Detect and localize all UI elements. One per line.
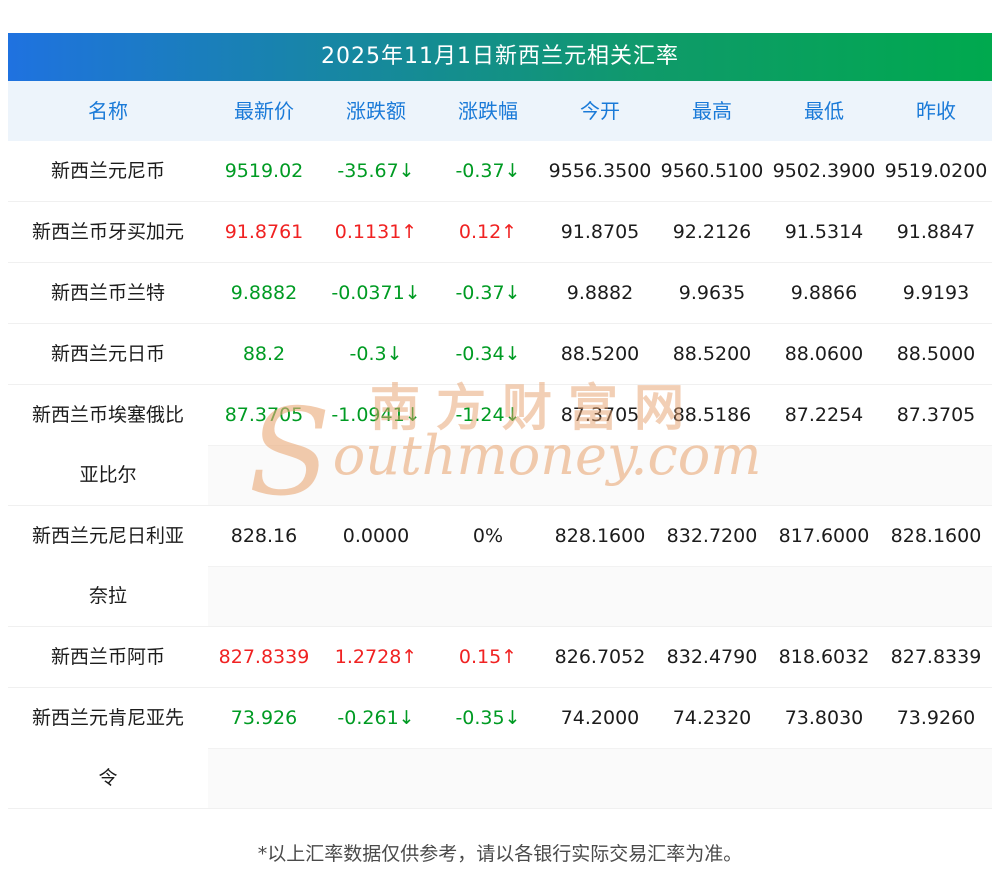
table-row: 新西兰元日币 88.2 -0.3↓ -0.34↓ 88.5200 88.5200…: [8, 324, 992, 385]
table-row: 新西兰元尼币 9519.02 -35.67↓ -0.37↓ 9556.3500 …: [8, 141, 992, 202]
row-data: 91.8761 0.1131↑ 0.12↑ 91.8705 92.2126 91…: [208, 202, 992, 262]
row-name: 新西兰元日币: [8, 324, 208, 384]
page-title: 2025年11月1日新西兰元相关汇率: [8, 33, 992, 81]
row-name: 新西兰币牙买加元: [8, 202, 208, 262]
row-data: 9.8882 -0.0371↓ -0.37↓ 9.8882 9.9635 9.8…: [208, 263, 992, 323]
table-header-row: 名称 最新价 涨跌额 涨跌幅 今开 最高 最低 昨收: [8, 81, 992, 141]
row-name: 新西兰元尼币: [8, 141, 208, 201]
row-name: 新西兰币阿币: [8, 627, 208, 687]
cell-latest-price: 87.3705: [224, 404, 304, 426]
cell-high: 9.9635: [678, 282, 746, 304]
row-filler: [208, 445, 992, 505]
column-header-high: 最高: [692, 99, 732, 123]
cell-prev-close: 73.9260: [896, 707, 976, 729]
row-name: 新西兰币兰特: [8, 263, 208, 323]
cell-change-amount: -35.67↓: [337, 160, 415, 182]
cell-prev-close: 828.1600: [890, 525, 982, 547]
row-filler: [208, 748, 992, 808]
cell-latest-price: 73.926: [230, 707, 298, 729]
cell-high: 92.2126: [672, 221, 752, 243]
row-data: 827.8339 1.2728↑ 0.15↑ 826.7052 832.4790…: [208, 627, 992, 687]
cell-change-percent: -0.35↓: [455, 707, 521, 729]
cell-high: 832.4790: [666, 646, 758, 668]
cell-high: 74.2320: [672, 707, 752, 729]
cell-prev-close: 91.8847: [896, 221, 976, 243]
cell-prev-close: 87.3705: [896, 404, 976, 426]
cell-change-percent: -0.37↓: [455, 160, 521, 182]
row-name: 新西兰币埃塞俄比亚比尔: [8, 385, 208, 505]
column-header-low: 最低: [804, 99, 844, 123]
cell-open: 87.3705: [560, 404, 640, 426]
cell-change-amount: 0.0000: [342, 525, 410, 547]
cell-latest-price: 828.16: [230, 525, 298, 547]
column-header-name: 名称: [88, 99, 128, 123]
cell-open: 828.1600: [554, 525, 646, 547]
cell-change-amount: 1.2728↑: [334, 646, 418, 668]
cell-change-amount: -0.3↓: [349, 343, 403, 365]
cell-change-percent: 0.15↑: [458, 646, 518, 668]
disclaimer-text: *以上汇率数据仅供参考，请以各银行实际交易汇率为准。: [257, 843, 743, 865]
cell-prev-close: 827.8339: [890, 646, 982, 668]
row-name: 新西兰元尼日利亚奈拉: [8, 506, 208, 626]
cell-low: 9502.3900: [772, 160, 876, 182]
table-row: 新西兰元肯尼亚先令 73.926 -0.261↓ -0.35↓ 74.2000 …: [8, 688, 992, 809]
cell-change-percent: -1.24↓: [455, 404, 521, 426]
cell-high: 832.7200: [666, 525, 758, 547]
row-data: 828.16 0.0000 0% 828.1600 832.7200 817.6…: [208, 506, 992, 626]
cell-change-amount: -0.261↓: [337, 707, 415, 729]
cell-low: 818.6032: [778, 646, 870, 668]
column-header-latest: 最新价: [234, 99, 294, 123]
column-header-change-pct: 涨跌幅: [458, 99, 518, 123]
cell-low: 73.8030: [784, 707, 864, 729]
cell-prev-close: 9519.0200: [884, 160, 988, 182]
cell-change-amount: -0.0371↓: [331, 282, 421, 304]
cell-low: 817.6000: [778, 525, 870, 547]
cell-open: 74.2000: [560, 707, 640, 729]
cell-change-percent: 0.12↑: [458, 221, 518, 243]
row-filler: [208, 566, 992, 626]
table-row: 新西兰币兰特 9.8882 -0.0371↓ -0.37↓ 9.8882 9.9…: [8, 263, 992, 324]
column-header-change: 涨跌额: [346, 99, 406, 123]
cell-latest-price: 88.2: [242, 343, 286, 365]
cell-low: 9.8866: [790, 282, 858, 304]
cell-low: 88.0600: [784, 343, 864, 365]
cell-prev-close: 88.5000: [896, 343, 976, 365]
cell-open: 826.7052: [554, 646, 646, 668]
exchange-rates-table: 名称 最新价 涨跌额 涨跌幅 今开 最高 最低 昨收 新西兰元尼币 9519.0…: [8, 81, 992, 809]
cell-change-percent: 0%: [472, 525, 504, 547]
row-data: 87.3705 -1.0941↓ -1.24↓ 87.3705 88.5186 …: [208, 385, 992, 505]
cell-latest-price: 9.8882: [230, 282, 298, 304]
cell-latest-price: 91.8761: [224, 221, 304, 243]
cell-change-percent: -0.34↓: [455, 343, 521, 365]
cell-change-percent: -0.37↓: [455, 282, 521, 304]
cell-high: 88.5200: [672, 343, 752, 365]
row-data: 73.926 -0.261↓ -0.35↓ 74.2000 74.2320 73…: [208, 688, 992, 808]
cell-open: 88.5200: [560, 343, 640, 365]
table-row: 新西兰币阿币 827.8339 1.2728↑ 0.15↑ 826.7052 8…: [8, 627, 992, 688]
cell-high: 9560.5100: [660, 160, 764, 182]
cell-latest-price: 827.8339: [218, 646, 310, 668]
cell-low: 87.2254: [784, 404, 864, 426]
table-row: 新西兰元尼日利亚奈拉 828.16 0.0000 0% 828.1600 832…: [8, 506, 992, 627]
cell-open: 9556.3500: [548, 160, 652, 182]
row-data: 9519.02 -35.67↓ -0.37↓ 9556.3500 9560.51…: [208, 141, 992, 201]
table-row: 新西兰币埃塞俄比亚比尔 87.3705 -1.0941↓ -1.24↓ 87.3…: [8, 385, 992, 506]
column-header-open: 今开: [580, 99, 620, 123]
cell-latest-price: 9519.02: [224, 160, 304, 182]
table-row: 新西兰币牙买加元 91.8761 0.1131↑ 0.12↑ 91.8705 9…: [8, 202, 992, 263]
cell-change-amount: 0.1131↑: [334, 221, 418, 243]
column-header-prev-close: 昨收: [916, 99, 956, 123]
row-data: 88.2 -0.3↓ -0.34↓ 88.5200 88.5200 88.060…: [208, 324, 992, 384]
cell-prev-close: 9.9193: [902, 282, 970, 304]
cell-open: 9.8882: [566, 282, 634, 304]
cell-low: 91.5314: [784, 221, 864, 243]
cell-open: 91.8705: [560, 221, 640, 243]
cell-high: 88.5186: [672, 404, 752, 426]
cell-change-amount: -1.0941↓: [331, 404, 421, 426]
row-name: 新西兰元肯尼亚先令: [8, 688, 208, 808]
